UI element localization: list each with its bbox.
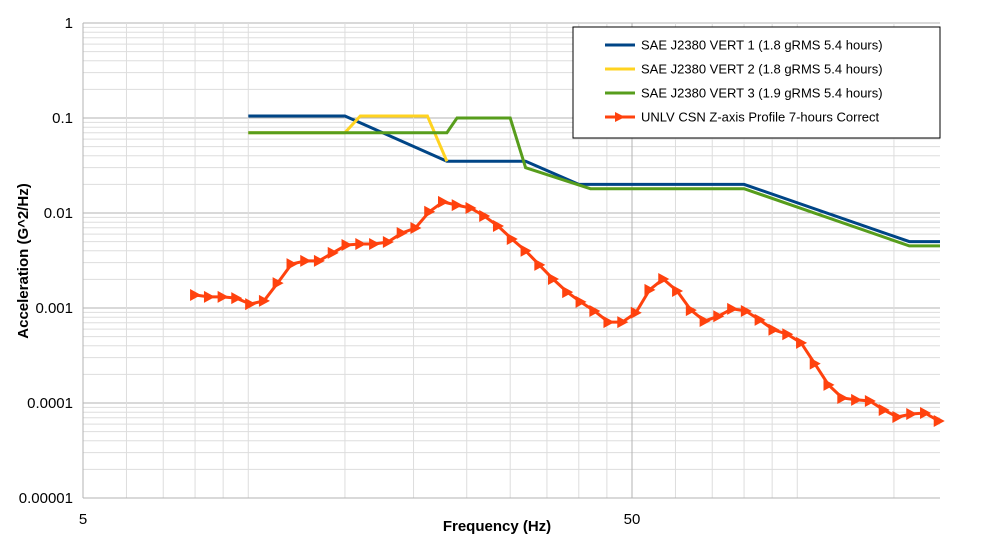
data-point-marker: [699, 314, 711, 327]
legend: SAE J2380 VERT 1 (1.8 gRMS 5.4 hours) SAE…: [572, 26, 941, 139]
series-line-1: [248, 114, 940, 244]
data-point-marker: [506, 233, 518, 246]
data-point-marker: [355, 237, 367, 250]
y-tick-label: 0.0001: [27, 395, 73, 412]
y-tick-label: 0.00001: [19, 490, 73, 507]
data-point-marker: [231, 292, 243, 305]
data-point-marker: [424, 205, 436, 218]
data-point-marker: [313, 254, 325, 267]
y-tick-label: 0.01: [44, 205, 73, 222]
data-point-marker: [933, 414, 945, 427]
data-point-marker: [548, 272, 560, 285]
data-point-marker: [740, 304, 752, 317]
data-point-marker: [603, 316, 615, 329]
data-point-marker: [465, 201, 477, 214]
data-point-marker: [410, 222, 422, 235]
y-tick-label: 0.001: [35, 300, 73, 317]
data-point-marker: [906, 407, 918, 420]
data-point-marker: [754, 313, 766, 326]
data-point-marker: [492, 219, 504, 232]
data-point-marker: [920, 406, 932, 419]
data-point-marker: [437, 195, 449, 208]
data-point-marker: [878, 403, 890, 416]
y-tick-label: 1: [65, 15, 73, 32]
data-point-marker: [672, 284, 684, 297]
data-point-marker: [286, 258, 298, 271]
data-point-marker: [479, 209, 491, 222]
data-point-marker: [258, 294, 270, 307]
data-point-marker: [575, 295, 587, 308]
data-point-marker: [713, 310, 725, 323]
data-point-marker: [520, 244, 532, 257]
data-point-marker: [203, 290, 215, 303]
legend-label-1: SAE J2380 VERT 1 (1.8 gRMS 5.4 hours): [641, 38, 883, 53]
data-point-marker: [341, 239, 353, 252]
y-tick-label: 0.1: [52, 110, 73, 127]
data-point-marker: [562, 286, 574, 299]
data-point-marker: [589, 304, 601, 317]
data-point-marker: [617, 316, 629, 329]
data-point-marker: [796, 336, 808, 349]
data-point-marker: [658, 272, 670, 285]
data-point-marker: [245, 298, 257, 311]
legend-label-2: SAE J2380 VERT 2 (1.8 gRMS 5.4 hours): [641, 62, 883, 77]
data-point-marker: [685, 304, 697, 317]
data-point-marker: [823, 378, 835, 391]
x-axis-label: Frequency (Hz): [443, 518, 551, 535]
series-line-3: [248, 116, 940, 248]
data-point-marker: [534, 258, 546, 271]
legend-label-4: UNLV CSN Z-axis Profile 7-hours Correct: [641, 110, 880, 125]
data-point-marker: [396, 227, 408, 240]
data-point-marker: [369, 237, 381, 250]
data-point-marker: [809, 357, 821, 370]
data-point-marker: [451, 199, 463, 212]
x-tick-label: 5: [79, 511, 87, 528]
data-point-marker: [630, 306, 642, 319]
data-point-marker: [300, 254, 312, 267]
data-point-marker: [892, 410, 904, 423]
x-tick-label: 50: [624, 511, 641, 528]
data-point-marker: [782, 328, 794, 341]
data-point-marker: [190, 289, 202, 302]
axes: 1 0.1 0.01 0.001 0.0001 0.00001 5 50: [19, 15, 940, 528]
legend-label-3: SAE J2380 VERT 3 (1.9 gRMS 5.4 hours): [641, 86, 883, 101]
data-point-marker: [217, 290, 229, 303]
series-group: [190, 114, 945, 427]
data-point-marker: [727, 302, 739, 315]
data-point-marker: [768, 323, 780, 336]
data-point-marker: [327, 246, 339, 259]
data-point-marker: [644, 283, 656, 296]
data-point-marker: [837, 391, 849, 404]
data-point-marker: [864, 394, 876, 407]
y-axis-label: Acceleration (G^2/Hz): [15, 183, 32, 338]
data-point-marker: [382, 236, 394, 249]
data-point-marker: [851, 393, 863, 406]
data-point-marker: [272, 277, 284, 290]
legend-marker-icon: [615, 112, 625, 122]
